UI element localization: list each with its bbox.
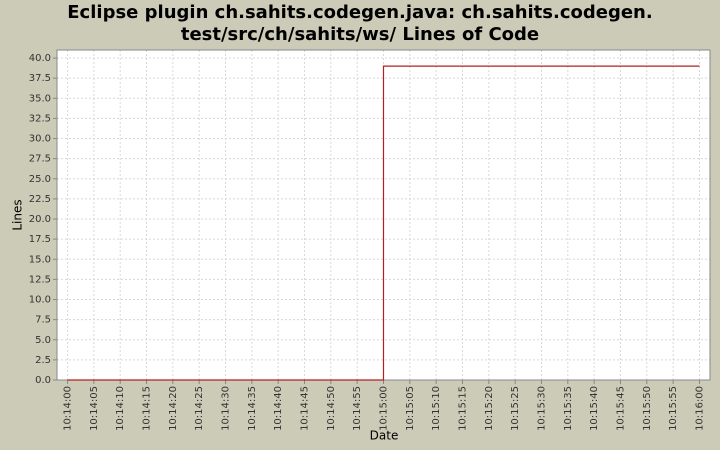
- x-tick-label: 10:15:45: [615, 386, 626, 431]
- x-tick-label: 10:14:45: [300, 386, 311, 431]
- y-tick-label: 27.5: [29, 154, 51, 165]
- x-tick-label: 10:14:50: [326, 386, 337, 431]
- y-tick-label: 22.5: [29, 194, 51, 205]
- y-tick-label: 25.0: [29, 174, 51, 185]
- step-line: [67, 65, 700, 381]
- x-tick-label: 10:15:00: [379, 386, 390, 431]
- y-tick-label: 30.0: [29, 134, 51, 145]
- chart-title: test/src/ch/sahits/ws/ Lines of Code: [181, 24, 539, 45]
- x-tick-label: 10:14:20: [168, 386, 179, 431]
- y-axis-label: Lines: [11, 199, 25, 230]
- x-tick-label: 10:15:35: [563, 386, 574, 431]
- y-tick-label: 0.0: [35, 375, 51, 386]
- y-tick-label: 20.0: [29, 214, 51, 225]
- x-tick-label: 10:15:10: [431, 386, 442, 431]
- x-tick-label: 10:15:05: [405, 386, 416, 431]
- x-tick-label: 10:14:15: [142, 386, 153, 431]
- y-tick-label: 35.0: [29, 93, 51, 104]
- x-tick-label: 10:15:55: [668, 386, 679, 431]
- x-tick-label: 10:14:10: [115, 386, 126, 431]
- y-tick-label: 37.5: [29, 73, 51, 84]
- x-tick-label: 10:14:35: [247, 386, 258, 431]
- y-tick-label: 12.5: [29, 274, 51, 285]
- y-tick-label: 5.0: [35, 335, 51, 346]
- x-tick-label: 10:14:55: [352, 386, 363, 431]
- x-tick-label: 10:15:40: [589, 386, 600, 431]
- y-tick-label: 32.5: [29, 113, 51, 124]
- x-tick-label: 10:15:20: [484, 386, 495, 431]
- x-tick-label: 10:15:15: [457, 386, 468, 431]
- y-tick-label: 2.5: [35, 355, 51, 366]
- y-tick-label: 40.0: [29, 53, 51, 64]
- chart-title: Eclipse plugin ch.sahits.codegen.java: c…: [67, 2, 652, 23]
- x-tick-label: 10:15:50: [642, 386, 653, 431]
- x-tick-label: 10:14:05: [89, 386, 100, 431]
- y-tick-label: 17.5: [29, 234, 51, 245]
- x-axis-label: Date: [370, 429, 399, 443]
- x-tick-label: 10:14:00: [63, 386, 74, 431]
- y-tick-label: 15.0: [29, 254, 51, 265]
- x-tick-label: 10:15:25: [510, 386, 521, 431]
- x-tick-label: 10:14:40: [273, 386, 284, 431]
- x-tick-label: 10:14:25: [194, 386, 205, 431]
- x-tick-label: 10:14:30: [221, 386, 232, 431]
- y-tick-label: 7.5: [35, 315, 51, 326]
- y-tick-label: 10.0: [29, 295, 51, 306]
- x-tick-label: 10:16:00: [694, 386, 705, 431]
- x-tick-label: 10:15:30: [536, 386, 547, 431]
